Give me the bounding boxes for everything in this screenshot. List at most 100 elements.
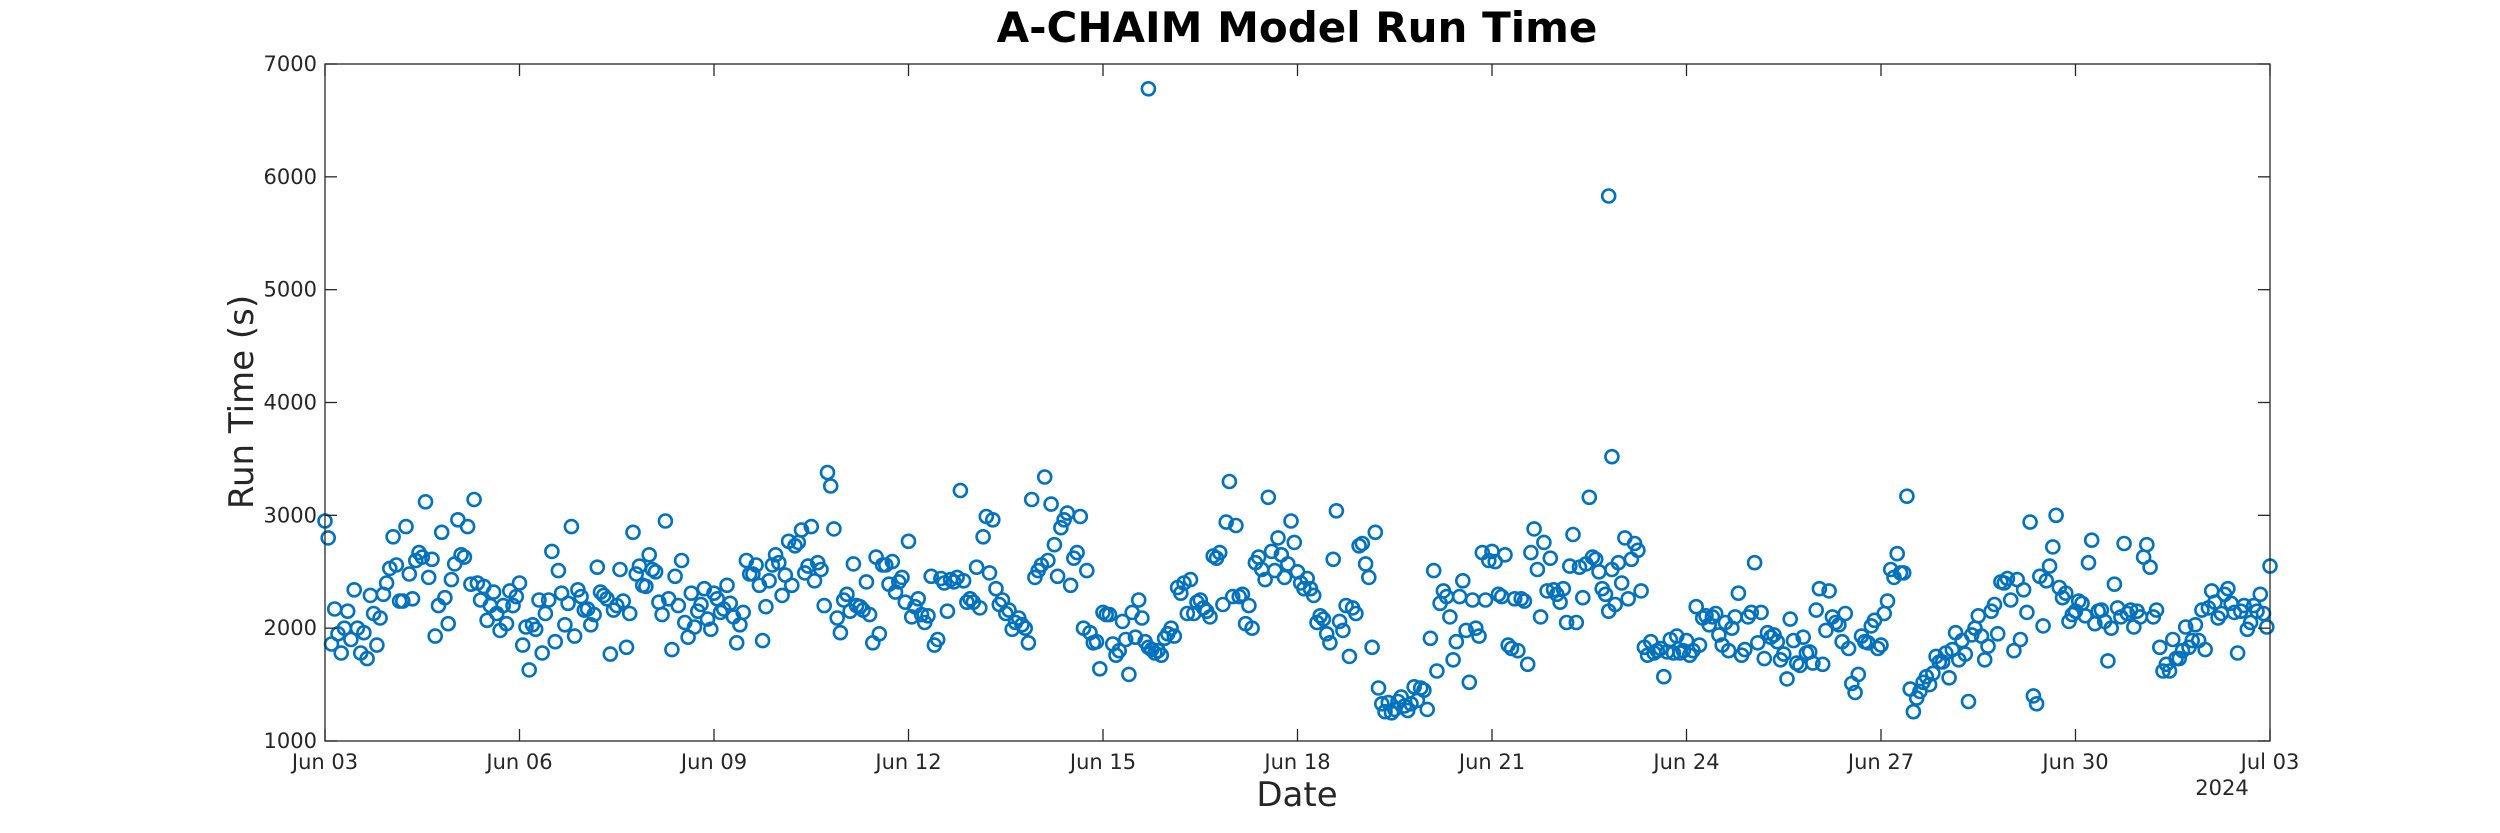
data-point	[1831, 616, 1847, 633]
data-point	[1270, 530, 1286, 546]
data-point	[1088, 633, 1105, 650]
data-point	[1001, 602, 1017, 618]
data-point	[2161, 663, 2178, 679]
data-point	[459, 518, 476, 535]
data-point	[1341, 648, 1358, 665]
data-point	[1785, 632, 1802, 649]
data-point	[981, 565, 998, 581]
data-point	[673, 552, 690, 569]
data-point	[1876, 605, 1892, 622]
data-point	[388, 557, 405, 573]
x-tick-label: Jun 30	[2040, 750, 2108, 774]
data-point	[1539, 583, 1555, 599]
data-point	[984, 511, 1001, 528]
x-tick-label: Jun 03	[290, 750, 358, 774]
data-point	[2002, 592, 2019, 608]
data-point	[968, 559, 985, 576]
data-point	[2148, 602, 2165, 618]
x-tick-label: Jun 24	[1651, 750, 1719, 774]
data-point	[861, 606, 878, 623]
data-point	[1040, 552, 1056, 569]
data-point	[871, 625, 888, 642]
data-point	[1497, 546, 1513, 563]
data-point	[394, 593, 411, 609]
data-point	[1260, 489, 1277, 506]
data-point	[2184, 632, 2200, 649]
data-point	[550, 562, 567, 579]
data-point	[1523, 544, 1539, 561]
data-point	[1241, 597, 1257, 614]
data-point	[748, 557, 764, 573]
data-point	[1821, 583, 1837, 599]
data-point	[1153, 647, 1170, 664]
data-point	[1730, 585, 1747, 602]
data-point	[962, 590, 978, 607]
data-point	[1072, 508, 1089, 525]
data-point	[2139, 536, 2155, 553]
data-point	[761, 572, 777, 589]
x-tick-label: Jul 03	[2239, 750, 2300, 774]
data-point	[1737, 641, 1753, 658]
data-point	[498, 615, 515, 632]
data-point	[443, 571, 460, 588]
data-point	[320, 530, 337, 546]
data-point	[1960, 693, 1977, 710]
data-point	[1604, 448, 1620, 465]
data-point	[1805, 655, 1821, 671]
data-point	[2077, 607, 2093, 624]
y-tick-label: 5000	[264, 278, 317, 302]
data-point	[1471, 628, 1487, 644]
data-point	[1182, 571, 1199, 588]
data-point	[774, 587, 790, 604]
data-point	[586, 606, 602, 623]
data-point	[2038, 572, 2055, 589]
data-point	[1591, 563, 1607, 580]
data-point	[900, 533, 917, 550]
data-point	[1600, 188, 1617, 204]
data-point	[1036, 469, 1053, 485]
data-point	[2080, 554, 2097, 571]
data-point	[398, 518, 414, 535]
plot-frame	[324, 63, 2271, 742]
data-point	[333, 645, 350, 661]
data-point	[1707, 605, 1724, 622]
x-axis-year-label: 2024	[2195, 776, 2248, 800]
data-point	[612, 561, 628, 578]
data-point	[1558, 614, 1575, 631]
data-point	[1224, 588, 1241, 605]
x-tick-label: Jun 12	[873, 750, 941, 774]
data-point	[1215, 596, 1231, 613]
data-point	[1370, 680, 1387, 696]
data-point	[1377, 703, 1393, 720]
data-point	[829, 610, 846, 626]
data-point	[822, 478, 839, 494]
data-point	[1633, 583, 1649, 599]
data-point	[440, 615, 457, 632]
data-point	[959, 594, 975, 611]
x-tick-label: Jun 18	[1262, 750, 1330, 774]
data-point	[929, 631, 946, 648]
data-point	[401, 566, 418, 582]
data-point	[686, 619, 703, 635]
data-point	[1020, 634, 1037, 651]
data-point	[2006, 642, 2022, 659]
data-point	[356, 624, 372, 641]
y-tick-label: 2000	[264, 616, 317, 640]
data-point	[1464, 592, 1481, 608]
data-point	[693, 596, 709, 613]
data-point	[1575, 589, 1591, 606]
data-point	[1114, 613, 1131, 630]
data-point	[521, 662, 538, 678]
data-point	[346, 581, 363, 598]
data-point	[1818, 622, 1834, 639]
data-point	[625, 524, 641, 541]
data-point	[1746, 554, 1763, 571]
data-point	[1704, 609, 1721, 625]
data-point	[1046, 536, 1063, 553]
data-point	[547, 633, 564, 650]
data-point	[1934, 654, 1951, 670]
data-point	[1532, 609, 1549, 625]
data-point	[544, 543, 560, 560]
data-point	[1565, 526, 1581, 543]
data-point	[2100, 653, 2116, 669]
